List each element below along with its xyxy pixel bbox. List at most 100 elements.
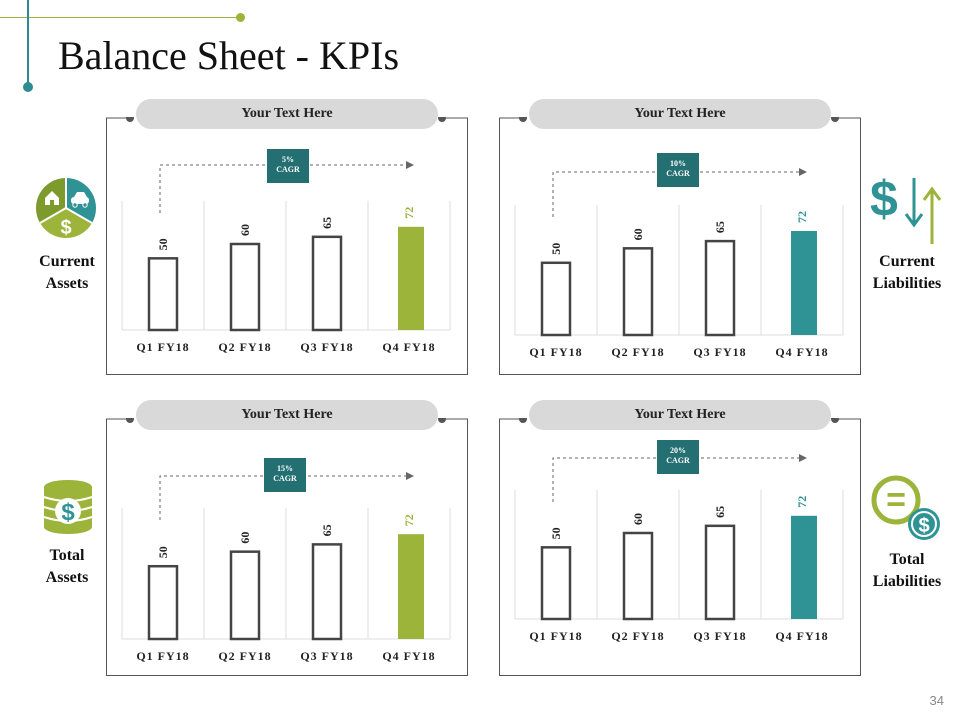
- category-label: Q4 FY18: [775, 345, 828, 359]
- cagr-arrow-head: [406, 161, 414, 169]
- category-label: Q1 FY18: [529, 629, 582, 643]
- chart-title-pill: Your Text Here: [529, 99, 831, 129]
- corner-line-vertical: [27, 0, 29, 84]
- category-label: Q3 FY18: [300, 649, 353, 663]
- cagr-arrow-head: [406, 472, 414, 480]
- panel-corner-dot: [126, 418, 134, 423]
- chart-title-pill: Your Text Here: [136, 400, 438, 430]
- dollar-glyph: $: [870, 171, 898, 227]
- bar: [704, 239, 736, 337]
- cagr-badge: 20% CAGR: [657, 440, 699, 474]
- panel-frame: [106, 418, 468, 676]
- corner-dot-green: [236, 13, 245, 22]
- category-label: Q4 FY18: [775, 629, 828, 643]
- panel-corner-dot: [831, 117, 839, 122]
- cagr-label: CAGR: [666, 169, 690, 178]
- cagr-value: 10%: [670, 159, 686, 168]
- category-label: Q2 FY18: [218, 649, 271, 663]
- cagr-arrow-head: [799, 168, 807, 176]
- bar: [147, 257, 179, 332]
- data-label: 60: [238, 532, 252, 544]
- data-label: 65: [713, 506, 727, 518]
- category-label: Q3 FY18: [693, 629, 746, 643]
- data-label: 50: [156, 238, 170, 250]
- bar: [540, 546, 572, 621]
- category-label: Q3 FY18: [693, 345, 746, 359]
- data-label: 50: [549, 527, 563, 539]
- category-label: Q1 FY18: [529, 345, 582, 359]
- cagr-value: 20%: [670, 446, 686, 455]
- category-label: Q2 FY18: [218, 340, 271, 354]
- chart-panel-current-liabilities: 50 Q1 FY18 60 Q2 FY18 65 Q3 FY18 72 Q4 FY18 You…: [499, 99, 861, 375]
- cagr-value: 15%: [277, 464, 293, 473]
- chart-title-pill: Your Text Here: [136, 99, 438, 129]
- cagr-arrow-line: [552, 457, 799, 502]
- category-label: Q1 FY18: [136, 340, 189, 354]
- cagr-value: 5%: [282, 155, 294, 164]
- panel-corner-dot: [438, 418, 446, 423]
- panel-frame: [106, 117, 468, 375]
- label-total-liabilities: Total Liabilities: [872, 551, 942, 590]
- bar: [229, 550, 261, 641]
- data-label: 65: [713, 221, 727, 233]
- bar: [622, 531, 654, 621]
- cagr-arrow-head: [799, 454, 807, 462]
- equal-glyph: =: [886, 481, 906, 519]
- panel-corner-dot: [519, 117, 527, 122]
- label-total-assets: Total Assets: [45, 547, 89, 586]
- cagr-arrow-line: [159, 164, 406, 213]
- data-label: 65: [320, 217, 334, 229]
- data-label: 50: [549, 243, 563, 255]
- bar: [311, 235, 343, 332]
- panel-corner-dot: [831, 418, 839, 423]
- panel-frame: [499, 117, 861, 375]
- bar-chart: 50 Q1 FY18 60 Q2 FY18 65 Q3 FY18 72 Q4 FY18: [106, 117, 468, 375]
- equal-dollar-icon: = $: [870, 474, 944, 544]
- chart-panel-total-liabilities: 50 Q1 FY18 60 Q2 FY18 65 Q3 FY18 72 Q4 FY18 You…: [499, 400, 861, 676]
- dollar-glyph: $: [60, 217, 71, 239]
- pie-assets-icon: $: [34, 176, 98, 240]
- category-label: Q2 FY18: [611, 345, 664, 359]
- cagr-label: CAGR: [273, 474, 297, 483]
- data-label: 60: [631, 228, 645, 240]
- panel-corner-dot: [126, 117, 134, 122]
- corner-line-horizontal: [0, 17, 240, 18]
- category-label: Q1 FY18: [136, 649, 189, 663]
- panel-corner-dot: [438, 117, 446, 122]
- page-number: 34: [929, 693, 944, 708]
- data-label: 60: [631, 513, 645, 525]
- bar: [147, 564, 179, 641]
- bar-chart: 50 Q1 FY18 60 Q2 FY18 65 Q3 FY18 72 Q4 FY18: [499, 418, 861, 676]
- data-label: 72: [402, 207, 416, 219]
- data-label: 72: [795, 211, 809, 223]
- bar: [229, 242, 261, 332]
- dollar-coin-stack-icon: $: [42, 478, 94, 534]
- data-label: 72: [795, 496, 809, 508]
- category-label: Q3 FY18: [300, 340, 353, 354]
- cagr-badge: 15% CAGR: [264, 458, 306, 492]
- bar: [704, 524, 736, 621]
- data-label: 72: [402, 514, 416, 526]
- panel-corner-dot: [519, 418, 527, 423]
- bar-chart: 50 Q1 FY18 60 Q2 FY18 65 Q3 FY18 72 Q4 FY18: [106, 418, 468, 676]
- dollar-glyph: $: [918, 515, 929, 537]
- cagr-badge: 10% CAGR: [657, 153, 699, 187]
- dollar-glyph: $: [61, 499, 75, 526]
- bar: [791, 231, 817, 335]
- label-current-liabilities: Current Liabilities: [872, 253, 942, 292]
- dollar-arrows-icon: $: [868, 168, 944, 248]
- label-current-assets: Current Assets: [39, 253, 95, 292]
- cagr-label: CAGR: [666, 456, 690, 465]
- chart-panel-total-assets: 50 Q1 FY18 60 Q2 FY18 65 Q3 FY18 72 Q4 FY18 You…: [106, 400, 468, 676]
- data-label: 50: [156, 546, 170, 558]
- bar: [398, 226, 424, 330]
- data-label: 60: [238, 224, 252, 236]
- cagr-arrow-line: [159, 475, 406, 520]
- cagr-arrow-line: [552, 171, 799, 217]
- bar-chart: 50 Q1 FY18 60 Q2 FY18 65 Q3 FY18 72 Q4 FY18: [499, 117, 861, 375]
- data-label: 65: [320, 524, 334, 536]
- category-label: Q2 FY18: [611, 629, 664, 643]
- category-label: Q4 FY18: [382, 649, 435, 663]
- cagr-badge: 5% CAGR: [267, 149, 309, 183]
- bar: [311, 543, 343, 641]
